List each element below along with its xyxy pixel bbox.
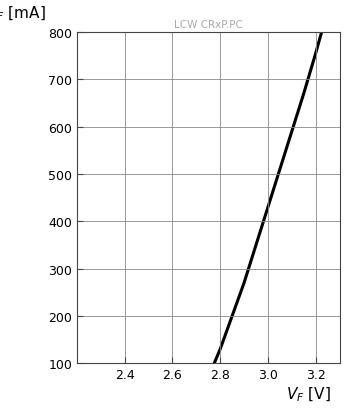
X-axis label: $V_F$ [V]: $V_F$ [V] [286,385,330,403]
Text: LCW CRxP.PC: LCW CRxP.PC [174,20,243,30]
Y-axis label: $I_F$ [mA]: $I_F$ [mA] [0,5,46,23]
